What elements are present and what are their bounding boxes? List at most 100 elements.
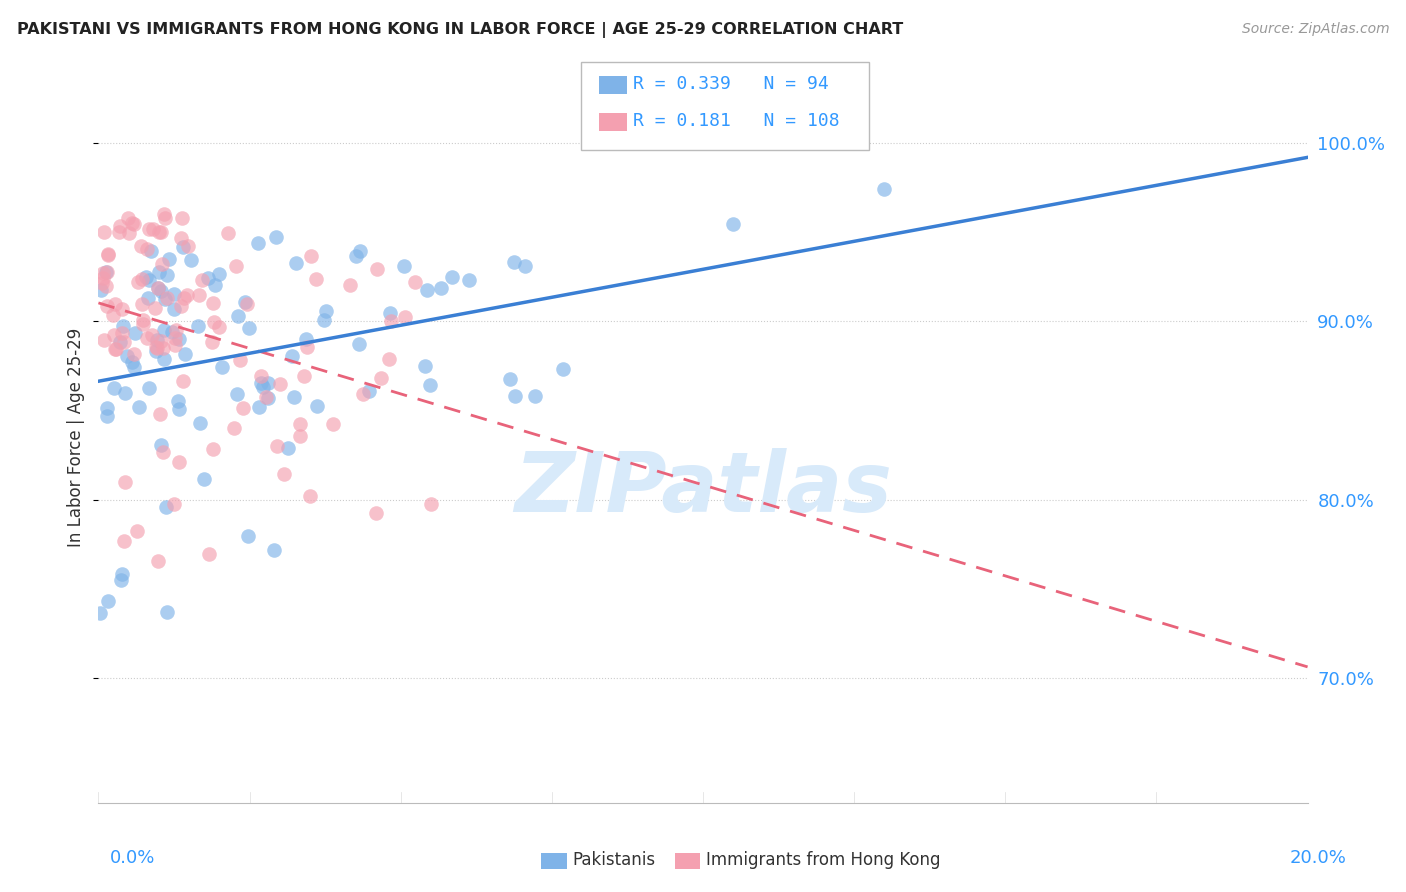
- Point: [420, 497, 443, 511]
- Point: [198, 547, 221, 561]
- Text: 0.0%: 0.0%: [110, 849, 155, 867]
- Point: [359, 384, 381, 399]
- Point: [236, 529, 259, 543]
- Point: [108, 335, 131, 350]
- Point: [96, 300, 118, 314]
- Point: [155, 211, 177, 226]
- Point: [111, 567, 134, 582]
- Point: [197, 270, 219, 285]
- Point: [298, 489, 321, 503]
- Point: [200, 335, 222, 350]
- Point: [222, 421, 245, 435]
- Point: [153, 351, 176, 366]
- Point: [108, 225, 131, 239]
- Point: [513, 259, 536, 273]
- Point: [378, 351, 401, 366]
- Point: [254, 390, 277, 404]
- Point: [150, 257, 173, 271]
- Point: [112, 533, 135, 548]
- Point: [149, 334, 172, 348]
- Point: [180, 252, 202, 267]
- Point: [97, 593, 120, 607]
- Point: [226, 309, 249, 323]
- Point: [380, 314, 402, 328]
- Point: [163, 331, 186, 345]
- Point: [249, 376, 271, 390]
- Point: [202, 442, 225, 456]
- Point: [146, 280, 169, 294]
- Point: [281, 349, 304, 363]
- Point: [155, 500, 177, 514]
- Point: [96, 409, 118, 424]
- Point: [152, 342, 174, 356]
- Point: [105, 342, 128, 356]
- Point: [283, 390, 305, 404]
- Point: [141, 328, 163, 343]
- Point: [150, 438, 173, 452]
- Point: [167, 402, 190, 417]
- Point: [146, 553, 169, 567]
- Point: [131, 272, 153, 286]
- Point: [127, 275, 149, 289]
- Point: [201, 296, 224, 310]
- Point: [188, 416, 211, 430]
- Point: [370, 371, 392, 385]
- Point: [250, 369, 273, 384]
- Point: [457, 273, 479, 287]
- Point: [349, 336, 371, 351]
- Point: [110, 573, 132, 587]
- Point: [114, 475, 136, 489]
- Point: [312, 312, 335, 326]
- Point: [176, 288, 198, 302]
- Text: Pakistanis: Pakistanis: [572, 851, 655, 869]
- Point: [128, 400, 150, 414]
- Point: [153, 207, 176, 221]
- Point: [165, 338, 187, 352]
- Point: [498, 372, 520, 386]
- Point: [288, 429, 311, 443]
- Point: [125, 524, 148, 538]
- Point: [167, 333, 190, 347]
- Point: [89, 606, 111, 620]
- Point: [138, 222, 160, 236]
- Point: [103, 381, 125, 395]
- Point: [502, 255, 524, 269]
- Point: [165, 323, 187, 337]
- Point: [217, 227, 239, 241]
- Point: [117, 211, 139, 225]
- Text: PAKISTANI VS IMMIGRANTS FROM HONG KONG IN LABOR FORCE | AGE 25-29 CORRELATION CH: PAKISTANI VS IMMIGRANTS FROM HONG KONG I…: [17, 22, 903, 38]
- Point: [263, 543, 285, 558]
- Point: [104, 342, 127, 356]
- Point: [93, 226, 115, 240]
- Point: [322, 417, 344, 431]
- Point: [292, 368, 315, 383]
- Point: [149, 226, 172, 240]
- Point: [108, 219, 131, 233]
- Point: [112, 335, 135, 350]
- Point: [118, 226, 141, 240]
- Point: [415, 283, 437, 297]
- Point: [96, 401, 118, 415]
- Point: [235, 296, 257, 310]
- Point: [247, 401, 270, 415]
- Point: [208, 268, 231, 282]
- Point: [366, 506, 388, 520]
- Point: [97, 247, 120, 261]
- Point: [394, 310, 416, 324]
- Point: [176, 238, 198, 252]
- Point: [149, 407, 172, 421]
- Point: [138, 273, 160, 287]
- Point: [378, 306, 401, 320]
- Point: [139, 244, 162, 259]
- Text: 20.0%: 20.0%: [1291, 849, 1347, 867]
- Point: [156, 291, 179, 305]
- Point: [103, 328, 125, 343]
- Point: [132, 313, 155, 327]
- Point: [187, 318, 209, 333]
- Y-axis label: In Labor Force | Age 25-29: In Labor Force | Age 25-29: [67, 327, 86, 547]
- Point: [101, 308, 124, 322]
- Point: [257, 376, 280, 391]
- Point: [167, 393, 190, 408]
- Point: [124, 326, 146, 341]
- Point: [257, 392, 280, 406]
